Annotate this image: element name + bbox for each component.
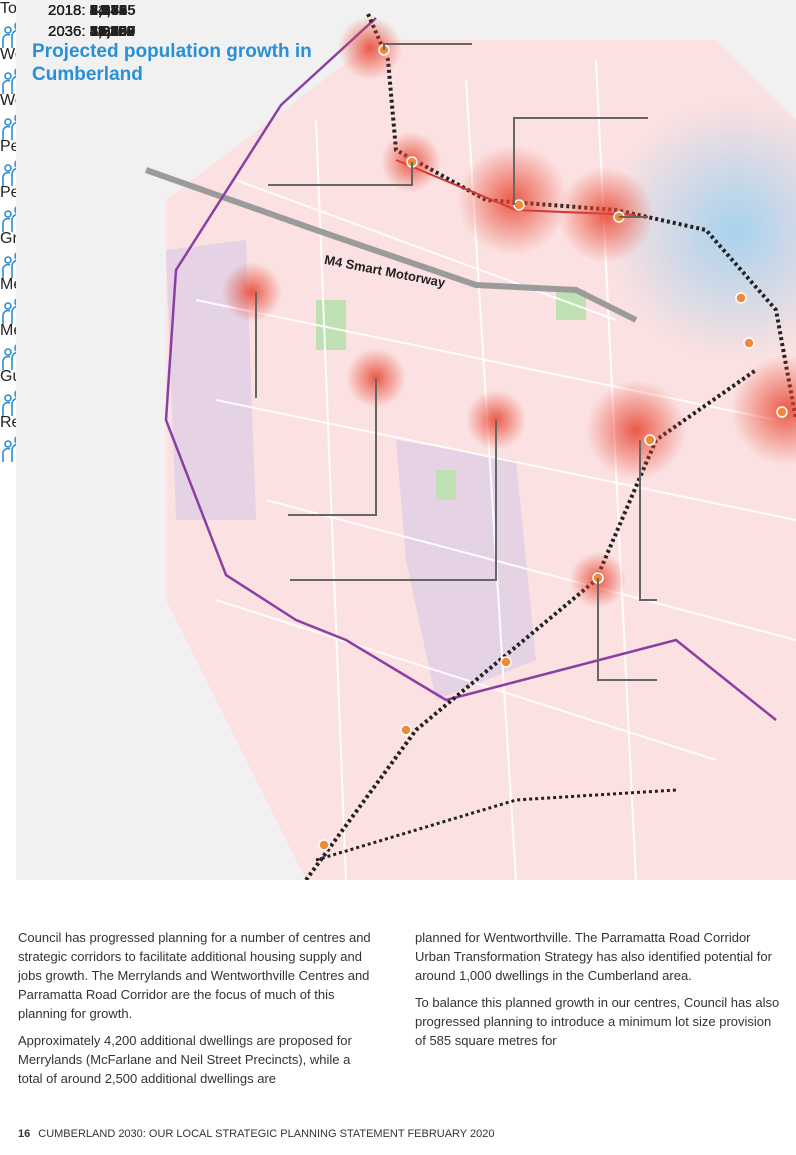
population-value: 7,805 — [89, 23, 128, 40]
population-value: 6,185 — [89, 2, 128, 19]
population-value: 11,253 — [89, 23, 135, 40]
population-row: 2036: 5,07 — [48, 23, 119, 40]
population-value: 25,137 — [89, 23, 136, 40]
population-value: 48,89 — [89, 23, 128, 40]
year-label: 2018: — [48, 2, 86, 19]
year-label: 2018: — [48, 2, 86, 19]
year-label: 2036: — [48, 23, 86, 40]
year-label: 2036: — [48, 23, 86, 40]
year-label: 2036: — [48, 23, 86, 40]
left-column: Council has progressed planning for a nu… — [18, 928, 378, 1096]
year-label: 2018: — [48, 2, 86, 19]
callout-rows: 2018: 24,365 2036: 25,137 — [0, 0, 160, 46]
population-value: 5,208 — [89, 23, 128, 40]
population-row: 2036: 11,306 — [48, 23, 135, 40]
population-value: 5,383 — [89, 2, 128, 19]
paragraph: Approximately 4,200 additional dwellings… — [18, 1033, 352, 1086]
paragraph: To balance this planned growth in our ce… — [415, 995, 780, 1048]
year-label: 2036: — [48, 23, 86, 40]
population-value: 35,49 — [89, 23, 128, 40]
footer: 16 CUMBERLAND 2030: OUR LOCAL STRATEGIC P… — [18, 1128, 494, 1140]
population-value: 24,365 — [89, 2, 136, 19]
callout-rows: 2018: 7,052 2036: 7,805 — [0, 0, 162, 46]
population-value: 11,306 — [89, 23, 135, 40]
population-row: 2036: 14,760 — [48, 23, 136, 40]
population-row: 2018: 4,64 — [48, 2, 119, 19]
year-label: 2018: — [48, 2, 86, 19]
population-row: 2036: 5,208 — [48, 23, 127, 40]
year-label: 2036: — [48, 23, 86, 40]
year-label: 2018: — [48, 2, 86, 19]
callout-rows: 2018: 8,279 2036: 11,306 — [0, 0, 162, 46]
population-row: 2036: 48,89 — [48, 23, 127, 40]
population-row: 2036: 11,222 — [48, 23, 135, 40]
population-row: 2018: 24,52 — [48, 2, 127, 19]
population-value: 7,052 — [89, 2, 128, 19]
population-value: 8,475 — [89, 2, 128, 19]
year-label: 2018: — [48, 2, 86, 19]
paragraph: Council has progressed planning for a nu… — [18, 930, 371, 1021]
population-row: 2036: 7,805 — [48, 23, 127, 40]
population-row: 2018: 5,383 — [48, 2, 127, 19]
year-label: 2036: — [48, 23, 86, 40]
footer-text: CUMBERLAND 2030: OUR LOCAL STRATEGIC PLA… — [38, 1128, 495, 1140]
paragraph: planned for Wentworthville. The Parramat… — [415, 930, 772, 983]
year-label: 2036: — [48, 23, 86, 40]
year-label: 2036: — [48, 23, 86, 40]
callout-rows: 2018: 8,475 2036: 11,253 — [0, 0, 151, 46]
callout-rows: 2018: 5,383 2036: 5,208 — [0, 0, 160, 46]
population-row: 2018: 6,185 — [48, 2, 127, 19]
callout-rows: 2018: 31,48 2036: 35,49 — [0, 0, 139, 46]
map-graphic — [16, 0, 796, 880]
population-row: 2018: 24,365 — [48, 2, 136, 19]
callout-rows: 2018: 4,64 2036: 5,07 — [0, 0, 139, 46]
population-row: 2018: 31,48 — [48, 2, 127, 19]
year-label: 2036: — [48, 23, 86, 40]
population-row: 2018: 8,084 — [48, 2, 127, 19]
right-column: planned for Wentworthville. The Parramat… — [415, 928, 780, 1058]
map-title: Projected population growth in Cumberlan… — [32, 41, 312, 85]
population-value: 11,222 — [89, 23, 135, 40]
population-value: 5,07 — [89, 23, 119, 40]
population-value: 31,48 — [89, 2, 128, 19]
callout-rows: 2018: 8,084 2036: 14,760 — [0, 0, 151, 46]
callout-rows: 2018: 24,52 2036: 48,89 — [0, 0, 139, 46]
population-row: 2018: 8,279 — [48, 2, 127, 19]
population-row: 2036: 11,253 — [48, 23, 135, 40]
population-value: 4,64 — [89, 2, 119, 19]
population-row: 2018: 8,475 — [48, 2, 127, 19]
callout-rows: 2018: 6,185 2036: 11,222 — [0, 0, 160, 46]
year-label: 2018: — [48, 2, 86, 19]
year-label: 2018: — [48, 2, 86, 19]
page-number: 16 — [18, 1128, 31, 1140]
year-label: 2018: — [48, 2, 86, 19]
population-value: 14,760 — [89, 23, 136, 40]
population-value: 8,279 — [89, 2, 128, 19]
population-row: 2036: 35,49 — [48, 23, 127, 40]
map: M4 Smart Motorway — [16, 0, 796, 880]
population-row: 2018: 7,052 — [48, 2, 127, 19]
year-label: 2018: — [48, 2, 86, 19]
population-row: 2036: 25,137 — [48, 23, 136, 40]
year-label: 2036: — [48, 23, 86, 40]
population-value: 24,52 — [89, 2, 128, 19]
population-value: 8,084 — [89, 2, 128, 19]
